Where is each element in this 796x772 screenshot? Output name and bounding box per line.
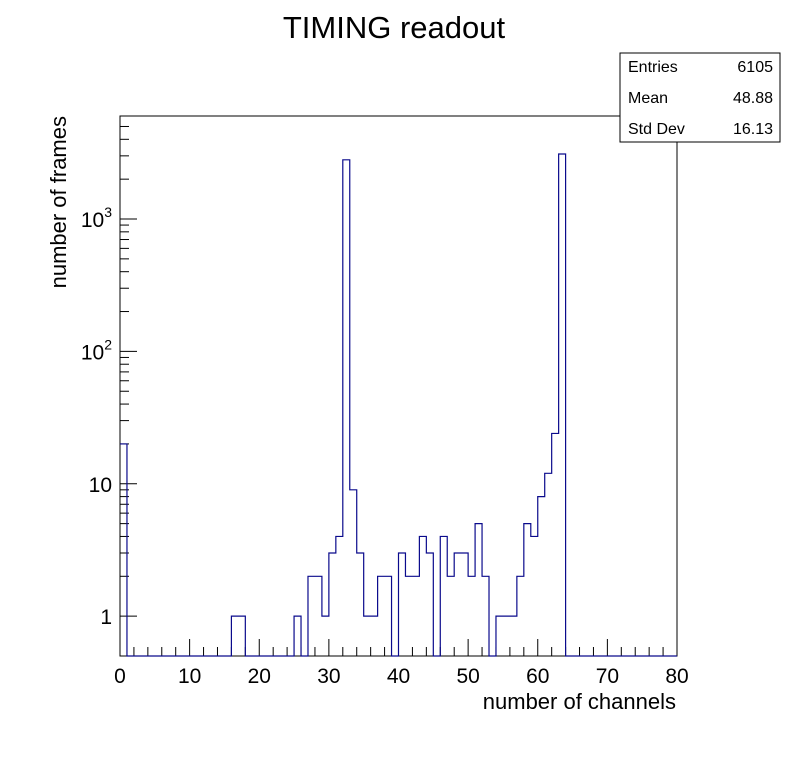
stats-entries-label: Entries — [628, 59, 678, 76]
stats-stddev-value: 16.13 — [733, 121, 773, 138]
y-axis-title: number of frames — [46, 116, 71, 288]
y-axis-tick-labels: 1 10 102 103 — [81, 204, 112, 629]
stats-mean-value: 48.88 — [733, 90, 773, 107]
y-tick-label: 102 — [81, 336, 112, 364]
y-axis-ticks — [120, 115, 137, 617]
x-tick-label: 50 — [456, 665, 479, 688]
chart-title: TIMING readout — [283, 10, 506, 45]
histogram-series-line — [120, 153, 677, 657]
x-tick-label: 80 — [665, 665, 688, 688]
x-tick-label: 60 — [526, 665, 549, 688]
x-tick-label: 40 — [387, 665, 410, 688]
x-tick-label: 70 — [596, 665, 619, 688]
x-tick-label: 20 — [248, 665, 271, 688]
x-tick-label: 30 — [317, 665, 340, 688]
y-tick-label: 10 — [89, 474, 112, 497]
x-tick-label: 0 — [114, 665, 126, 688]
stats-box: Entries 6105 Mean 48.88 Std Dev 16.13 — [619, 52, 781, 143]
stats-mean-label: Mean — [628, 90, 668, 107]
stats-entries-value: 6105 — [737, 59, 773, 76]
y-tick-label: 103 — [81, 204, 112, 232]
x-tick-label: 10 — [178, 665, 201, 688]
stats-stddev-label: Std Dev — [628, 121, 685, 138]
stats-box-frame — [619, 52, 781, 143]
x-axis-title: number of channels — [483, 689, 676, 714]
x-axis-tick-labels: 0 10 20 30 40 50 60 70 80 — [114, 665, 689, 688]
y-tick-label: 1 — [100, 606, 112, 629]
